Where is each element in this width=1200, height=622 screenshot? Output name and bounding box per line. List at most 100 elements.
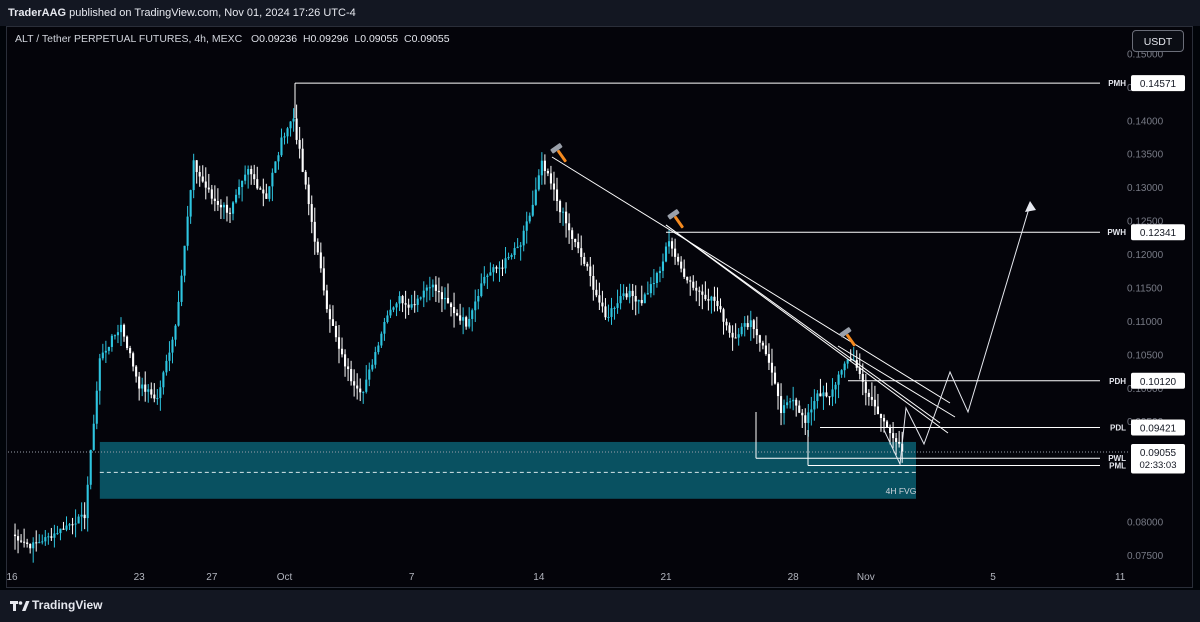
candle-body [416, 298, 419, 305]
candle-body [783, 405, 786, 414]
candle [71, 517, 74, 535]
candle-body [634, 296, 637, 302]
candle [837, 371, 840, 399]
candle-body [764, 345, 767, 355]
candle [250, 165, 253, 185]
candle [228, 207, 232, 223]
candle-body [353, 381, 356, 386]
candle-body [295, 118, 298, 140]
candle-body [68, 524, 71, 526]
candle [362, 391, 365, 404]
candle [492, 264, 495, 282]
candle-body [459, 315, 462, 321]
candle-body [241, 180, 244, 188]
candle-body [813, 401, 816, 410]
candle-body [337, 337, 341, 349]
candle [813, 389, 816, 421]
candle-body [601, 302, 604, 307]
candle [728, 322, 731, 338]
candle [543, 154, 546, 185]
candle-body [888, 427, 892, 434]
candle [583, 252, 586, 267]
candle-body [798, 405, 801, 413]
candle-body [334, 325, 338, 338]
candle [831, 378, 834, 407]
symbol-info-bar[interactable]: ALT / Tether PERPETUAL FUTURES, 4h, MEXC… [15, 33, 450, 45]
tradingview-brand[interactable]: TradingView [32, 598, 103, 612]
candle [776, 382, 780, 410]
price-tick-label: 0.10500 [1127, 350, 1164, 361]
candle-body [23, 541, 26, 543]
symbol-title[interactable]: ALT / Tether PERPETUAL FUTURES, 4h, MEXC [15, 33, 243, 45]
candle [177, 290, 180, 327]
candle-body [810, 409, 813, 413]
candle [371, 359, 374, 372]
time-tick-label: Nov [857, 572, 875, 583]
candle-body [519, 245, 522, 247]
time-tick-label: 11 [1115, 572, 1126, 583]
candle [610, 297, 613, 325]
candle-body [343, 354, 347, 367]
candle-body [462, 317, 465, 321]
candle [683, 259, 686, 279]
candle-body [449, 303, 453, 308]
candle [755, 316, 758, 345]
candle [580, 235, 583, 266]
candle-body [186, 216, 189, 246]
candle [519, 242, 522, 261]
trendline-third [665, 224, 941, 424]
candle [522, 225, 525, 252]
candle [26, 538, 29, 548]
candle [577, 233, 580, 254]
current-price-countdown: 02:33:03 [1140, 460, 1177, 471]
candle [507, 252, 510, 261]
candle-body [495, 267, 498, 269]
candle-body [92, 423, 95, 450]
candle-body [65, 525, 68, 530]
candle-body [29, 544, 32, 549]
candle-body [607, 316, 610, 318]
candle [62, 521, 65, 530]
candle-body [864, 381, 867, 393]
publisher-name[interactable]: TraderAAG [8, 7, 67, 19]
level-price-tag-text: 0.14571 [1140, 79, 1177, 90]
hammer-head [550, 143, 563, 154]
candle [410, 294, 413, 310]
candle-body [861, 373, 864, 382]
candle-body [737, 334, 740, 338]
candle-body [492, 267, 495, 273]
hammer-icon [839, 327, 856, 347]
candle [280, 128, 283, 158]
candle [770, 348, 774, 386]
candle-body [695, 287, 698, 291]
candle [825, 382, 828, 398]
tradingview-logo-icon[interactable] [10, 599, 30, 613]
candle [132, 351, 135, 372]
candle-body [262, 189, 265, 194]
candle [156, 389, 159, 405]
candle-body [595, 289, 598, 296]
candle [138, 371, 141, 401]
candle [204, 167, 207, 200]
candle [322, 256, 325, 296]
candle [795, 397, 798, 417]
candle [540, 152, 543, 185]
candle-body [707, 299, 710, 301]
candle [304, 169, 307, 190]
hammer-handle [846, 333, 856, 347]
fvg-label: 4H FVG [886, 486, 917, 496]
candle-body [301, 148, 304, 172]
currency-button[interactable]: USDT [1132, 30, 1184, 52]
candle-body [213, 198, 216, 201]
candle [104, 340, 107, 363]
candle-body [583, 257, 586, 264]
candle [689, 276, 692, 296]
hammer-icon [550, 143, 567, 163]
time-tick-label: 14 [533, 572, 545, 583]
candle-body [310, 204, 313, 222]
candle-body [234, 194, 238, 203]
candle-body [286, 128, 289, 137]
candle-body [59, 528, 62, 534]
